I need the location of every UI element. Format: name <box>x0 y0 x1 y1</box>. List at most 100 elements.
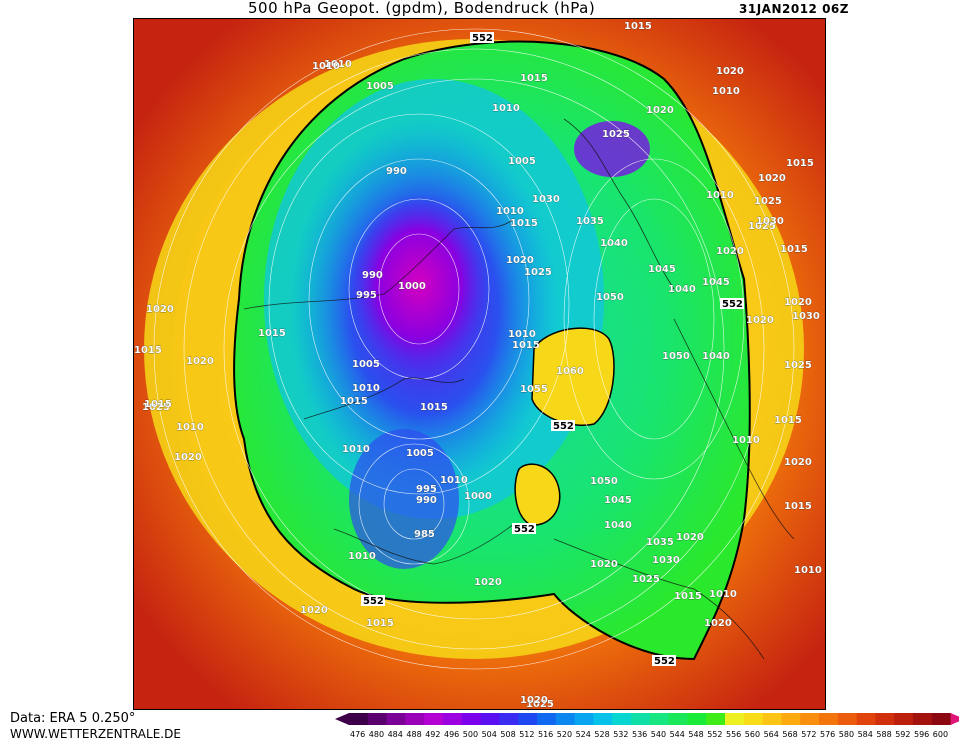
contour-label: 552 <box>472 33 493 44</box>
pressure-label: 1040 <box>600 238 628 249</box>
pressure-label: 1010 <box>312 61 340 72</box>
legend-swatch <box>349 713 369 725</box>
legend-tick-label: 500 <box>463 730 478 739</box>
contour-label: 552 <box>363 596 384 607</box>
legend-swatch <box>499 713 519 725</box>
pressure-label: 1050 <box>596 292 624 303</box>
legend-swatch <box>743 713 764 725</box>
pressure-label: 1015 <box>340 396 368 407</box>
pressure-label: 1010 <box>794 565 822 576</box>
legend-swatch <box>894 713 914 725</box>
data-source: Data: ERA 5 0.250° <box>10 711 136 726</box>
pressure-label: 1040 <box>702 351 730 362</box>
pressure-label: 1040 <box>668 284 696 295</box>
legend-swatch <box>386 713 406 725</box>
legend-tick-label: 480 <box>369 730 384 739</box>
legend-tick-label: 568 <box>782 730 797 739</box>
contour-label-box <box>720 298 744 309</box>
legend-tick-label: 560 <box>745 730 760 739</box>
yellow-lobe-north <box>531 327 615 426</box>
legend-tick-label: 516 <box>538 730 553 739</box>
pressure-label: 1015 <box>144 399 172 410</box>
legend-tick-label: 584 <box>858 730 873 739</box>
pressure-label: 1010 <box>440 475 468 486</box>
website-url: WWW.WETTERZENTRALE.DE <box>10 727 181 741</box>
pressure-label: 1025 <box>632 574 660 585</box>
pressure-label: 1045 <box>702 277 730 288</box>
legend-tick-label: 532 <box>613 730 628 739</box>
contour-label: 552 <box>654 656 675 667</box>
legend-tick-label: 580 <box>839 730 854 739</box>
legend-swatch <box>687 713 707 725</box>
legend-swatch <box>913 713 933 725</box>
pressure-label: 1000 <box>464 491 492 502</box>
legend-tick-label: 484 <box>388 730 403 739</box>
legend-swatch <box>931 713 952 725</box>
pressure-label: 1020 <box>704 618 732 629</box>
pressure-label: 985 <box>414 529 435 540</box>
legend-tick-label: 548 <box>688 730 703 739</box>
contour-label-box <box>361 595 385 606</box>
legend-swatch <box>819 713 839 725</box>
pressure-label: 1010 <box>709 589 737 600</box>
pressure-label: 1010 <box>732 435 760 446</box>
legend-tick-label: 588 <box>876 730 891 739</box>
legend-swatch <box>725 713 745 725</box>
pressure-label: 1020 <box>146 304 174 315</box>
legend-tick-label: 600 <box>933 730 948 739</box>
pressure-label: 1010 <box>324 59 352 70</box>
purple-core <box>349 194 489 374</box>
legend-swatch <box>443 713 463 725</box>
pressure-label: 1010 <box>176 422 204 433</box>
pressure-label: 1015 <box>134 345 162 356</box>
pressure-label: 1020 <box>746 315 774 326</box>
legend-tick-label: 592 <box>895 730 910 739</box>
legend-tick-label: 504 <box>482 730 497 739</box>
pressure-label: 1015 <box>786 158 814 169</box>
legend-swatch <box>593 713 613 725</box>
pressure-label: 1005 <box>352 359 380 370</box>
pressure-label: 1010 <box>348 551 376 562</box>
legend-tick-label: 564 <box>764 730 779 739</box>
pressure-label: 1025 <box>142 402 170 413</box>
pressure-label: 1020 <box>506 255 534 266</box>
pressure-label: 1015 <box>784 501 812 512</box>
pressure-label: 1045 <box>604 495 632 506</box>
pressure-label: 1040 <box>604 520 632 531</box>
pressure-label: 1010 <box>342 444 370 455</box>
legend-tick-label: 556 <box>726 730 741 739</box>
pressure-label: 1025 <box>524 267 552 278</box>
pressure-label: 1020 <box>758 173 786 184</box>
map-title: 500 hPa Geopot. (gpdm), Bodendruck (hPa) <box>248 0 596 17</box>
legend-swatch <box>800 713 820 725</box>
map-canvas: 552 552 552 552 552 552 1015101010051015… <box>134 19 825 709</box>
legend-tick-label: 492 <box>425 730 440 739</box>
pressure-label: 1025 <box>754 196 782 207</box>
legend-swatch <box>461 713 482 725</box>
color-legend: 476 480 484 488 492 496 500 504 508 512 516 520 524 5… <box>335 713 959 741</box>
pressure-label: 1020 <box>520 695 548 706</box>
legend-tick-label: 496 <box>444 730 459 739</box>
geopotential-map: 552 552 552 552 552 552 1015 1010 1005 1015… <box>133 18 826 710</box>
legend-swatch <box>781 713 801 725</box>
pressure-label: 1020 <box>784 457 812 468</box>
pressure-label: 1005 <box>508 156 536 167</box>
legend-tick-label: 540 <box>651 730 666 739</box>
pressure-label: 995 <box>416 484 437 495</box>
legend-tick-label: 512 <box>519 730 534 739</box>
pressure-label: 1015 <box>258 328 286 339</box>
contour-label-box <box>652 655 676 666</box>
pressure-label: 1015 <box>624 21 652 32</box>
pressure-label: 1020 <box>676 532 704 543</box>
pressure-label: 1010 <box>706 190 734 201</box>
pressure-label: 1020 <box>590 559 618 570</box>
legend-tick-label: 576 <box>820 730 835 739</box>
coastlines <box>243 118 795 660</box>
pressure-label: 1015 <box>510 218 538 229</box>
pressure-label: 1020 <box>784 297 812 308</box>
legend-swatch <box>555 713 576 725</box>
pressure-label: 1020 <box>300 605 328 616</box>
pressure-label: 1010 <box>496 206 524 217</box>
pressure-label: 1015 <box>674 591 702 602</box>
legend-high-arrow <box>950 713 959 725</box>
